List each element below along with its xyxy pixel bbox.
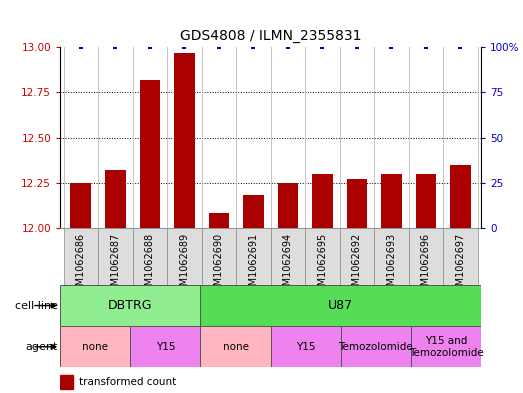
Title: GDS4808 / ILMN_2355831: GDS4808 / ILMN_2355831 <box>180 29 361 43</box>
Bar <box>130 326 200 367</box>
Bar <box>105 170 126 228</box>
Bar <box>133 228 167 285</box>
Bar <box>381 174 402 228</box>
Point <box>422 44 430 50</box>
Bar <box>271 228 305 285</box>
Bar <box>374 228 408 285</box>
Text: DBTRG: DBTRG <box>108 299 153 312</box>
Point <box>456 44 464 50</box>
Text: GSM1062686: GSM1062686 <box>76 233 86 298</box>
Point <box>387 44 395 50</box>
Point <box>146 44 154 50</box>
Point <box>318 44 326 50</box>
Bar <box>347 179 367 228</box>
Bar <box>236 228 271 285</box>
Bar <box>305 228 339 285</box>
Bar <box>312 174 333 228</box>
Text: cell line: cell line <box>15 301 58 311</box>
Bar <box>98 228 133 285</box>
Bar <box>174 53 195 228</box>
Bar <box>278 183 298 228</box>
Bar <box>200 285 481 326</box>
Bar <box>450 165 471 228</box>
Bar <box>60 285 200 326</box>
Bar <box>60 326 130 367</box>
Text: Y15 and
Temozolomide: Y15 and Temozolomide <box>408 336 483 358</box>
Text: U87: U87 <box>328 299 354 312</box>
Text: GSM1062695: GSM1062695 <box>317 233 327 298</box>
Point <box>180 44 189 50</box>
Bar <box>271 326 341 367</box>
Bar <box>243 195 264 228</box>
Text: Y15: Y15 <box>296 342 315 352</box>
Bar <box>64 228 98 285</box>
Text: GSM1062687: GSM1062687 <box>110 233 120 298</box>
Bar <box>339 228 374 285</box>
Bar <box>443 228 477 285</box>
Bar <box>416 174 436 228</box>
Bar <box>209 213 229 228</box>
Text: GSM1062693: GSM1062693 <box>386 233 396 298</box>
Bar <box>202 228 236 285</box>
Text: GSM1062697: GSM1062697 <box>456 233 465 298</box>
Text: none: none <box>223 342 248 352</box>
Point <box>77 44 85 50</box>
Text: GSM1062694: GSM1062694 <box>283 233 293 298</box>
Text: GSM1062691: GSM1062691 <box>248 233 258 298</box>
Bar <box>341 326 411 367</box>
Bar <box>408 228 443 285</box>
Text: GSM1062689: GSM1062689 <box>179 233 189 298</box>
Point <box>283 44 292 50</box>
Point <box>215 44 223 50</box>
Text: Y15: Y15 <box>156 342 175 352</box>
Bar <box>411 326 481 367</box>
Text: Temozolomide: Temozolomide <box>338 342 413 352</box>
Bar <box>71 183 91 228</box>
Bar <box>140 80 160 228</box>
Text: agent: agent <box>25 342 58 352</box>
Bar <box>200 326 271 367</box>
Text: GSM1062696: GSM1062696 <box>421 233 431 298</box>
Text: GSM1062688: GSM1062688 <box>145 233 155 298</box>
Point <box>111 44 120 50</box>
Bar <box>167 228 202 285</box>
Text: transformed count: transformed count <box>79 377 176 387</box>
Text: GSM1062692: GSM1062692 <box>352 233 362 298</box>
Text: GSM1062690: GSM1062690 <box>214 233 224 298</box>
Point <box>249 44 258 50</box>
Bar <box>60 375 73 389</box>
Point <box>353 44 361 50</box>
Text: none: none <box>82 342 108 352</box>
